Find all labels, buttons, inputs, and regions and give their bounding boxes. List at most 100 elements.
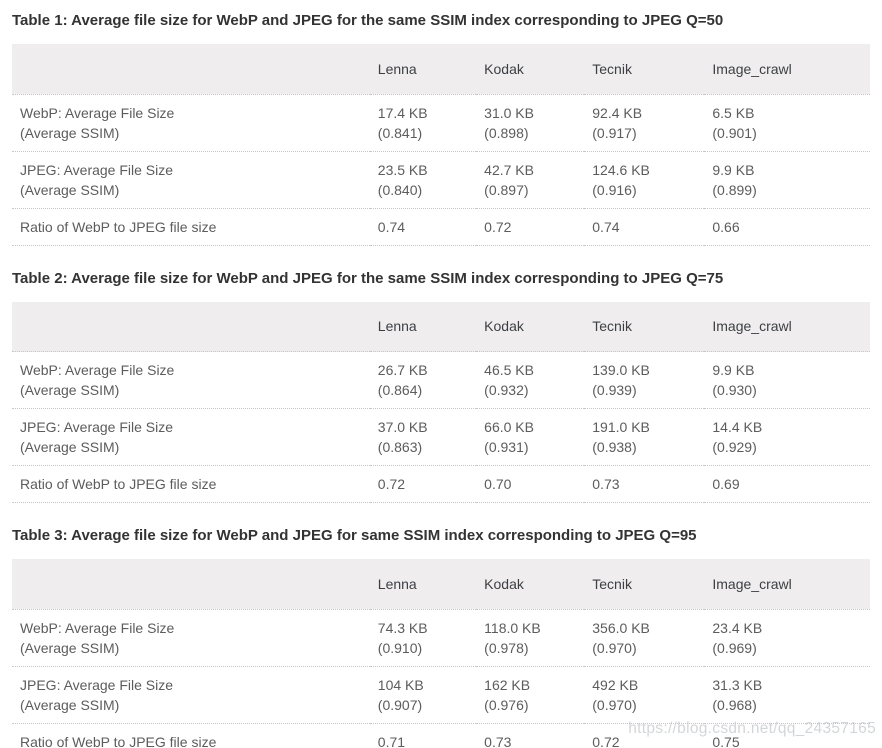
table-row: Ratio of WebP to JPEG file size 0.74 0.72 0…	[12, 207, 870, 246]
table-row: JPEG: Average File Size (Average SSIM) 104…	[12, 665, 870, 723]
value-line: (0.907)	[377, 696, 423, 713]
value-line: (0.898)	[484, 124, 529, 141]
value-line: 0.74	[592, 218, 620, 235]
column-header: Tecnik	[584, 559, 705, 609]
value-line: 0.72	[484, 218, 512, 235]
table-title: Table 2: Average file size for WebP and …	[12, 269, 724, 287]
value-cell: 0.70	[476, 465, 585, 503]
value-line: 37.0 KB	[377, 419, 428, 435]
value-cell: 6.5 KB (0.901)	[704, 93, 870, 151]
row-label-line: (Average SSIM)	[20, 124, 120, 141]
value-cell: 42.7 KB (0.897)	[476, 150, 585, 208]
table-section: Table 1: Average file size for WebP and …	[12, 12, 870, 246]
value-cell: 0.73	[584, 465, 705, 503]
row-label-line: WebP: Average File Size	[20, 104, 175, 121]
value-cell: 31.0 KB (0.898)	[476, 93, 585, 151]
value-cell: 0.74	[369, 207, 477, 246]
value-cell: 0.72	[584, 722, 705, 748]
tables-root: Table 1: Average file size for WebP and …	[12, 12, 870, 748]
value-line: 74.3 KB	[377, 619, 428, 636]
value-cell: 26.7 KB (0.864)	[369, 351, 477, 409]
value-line: (0.978)	[484, 639, 529, 656]
table-row: WebP: Average File Size (Average SSIM) 26.…	[12, 351, 870, 409]
column-header: Lenna	[369, 559, 477, 609]
row-label-line: JPEG: Average File Size	[20, 676, 174, 693]
column-header: Tecnik	[584, 44, 705, 94]
header-row: Lenna Kodak Tecnik Image_crawl	[12, 301, 870, 352]
value-line: 0.70	[484, 476, 512, 492]
value-line: 162 KB	[484, 676, 531, 693]
value-line: (0.929)	[712, 439, 757, 455]
column-header-empty	[12, 44, 370, 94]
row-label-line: JPEG: Average File Size	[20, 419, 174, 435]
value-line: 0.73	[484, 733, 512, 748]
row-label-line: (Average SSIM)	[20, 439, 120, 455]
value-cell: 17.4 KB (0.841)	[369, 93, 477, 151]
value-line: 26.7 KB	[377, 362, 428, 378]
row-label-line: Ratio of WebP to JPEG file size	[20, 476, 217, 492]
value-cell: 9.9 KB (0.899)	[704, 150, 870, 208]
value-line: (0.939)	[592, 382, 637, 398]
value-line: 23.5 KB	[377, 161, 428, 178]
value-cell: 46.5 KB (0.932)	[476, 351, 585, 409]
value-line: (0.910)	[377, 639, 423, 656]
value-line: (0.901)	[712, 124, 757, 141]
data-table: Lenna Kodak Tecnik Image_crawl WebP: Average…	[12, 559, 870, 748]
table-title: Table 3: Average file size for WebP and …	[12, 527, 697, 544]
row-label-line: (Average SSIM)	[20, 382, 120, 398]
value-cell: 124.6 KB (0.916)	[584, 150, 705, 208]
row-label-cell: JPEG: Average File Size (Average SSIM)	[12, 150, 370, 208]
value-cell: 0.72	[369, 465, 477, 503]
value-line: (0.841)	[377, 124, 423, 141]
row-label-cell: JPEG: Average File Size (Average SSIM)	[12, 665, 370, 723]
table-section: Table 2: Average file size for WebP and …	[12, 269, 870, 503]
value-cell: 492 KB (0.970)	[584, 665, 705, 723]
row-label-cell: JPEG: Average File Size (Average SSIM)	[12, 408, 370, 466]
row-label-line: JPEG: Average File Size	[20, 161, 174, 178]
table-row: Ratio of WebP to JPEG file size 0.72 0.70 0…	[12, 465, 870, 503]
value-line: 46.5 KB	[484, 362, 534, 378]
value-cell: 356.0 KB (0.970)	[584, 608, 705, 666]
value-line: 0.71	[377, 733, 406, 748]
column-header: Kodak	[476, 44, 585, 94]
value-line: 31.3 KB	[712, 676, 763, 693]
column-header-empty	[12, 301, 370, 352]
value-line: (0.970)	[592, 696, 637, 713]
row-label-line: WebP: Average File Size	[20, 619, 175, 636]
table-row: JPEG: Average File Size (Average SSIM) 23.…	[12, 150, 870, 208]
value-cell: 118.0 KB (0.978)	[476, 608, 585, 666]
table-section: Table 3: Average file size for WebP and …	[12, 527, 870, 748]
column-header: Lenna	[369, 44, 477, 94]
value-line: 492 KB	[592, 676, 639, 693]
value-line: (0.969)	[712, 639, 757, 656]
value-line: 0.75	[712, 733, 740, 748]
value-line: 0.69	[712, 476, 740, 492]
value-line: (0.938)	[592, 439, 637, 455]
value-cell: 104 KB (0.907)	[369, 665, 477, 723]
column-header: Image_crawl	[704, 301, 870, 352]
value-line: (0.930)	[712, 382, 757, 398]
value-cell: 0.69	[704, 465, 870, 503]
column-header-empty	[12, 559, 370, 609]
value-line: 42.7 KB	[484, 161, 534, 178]
value-line: (0.840)	[377, 181, 423, 198]
row-label-line: (Average SSIM)	[20, 639, 120, 656]
value-cell: 74.3 KB (0.910)	[369, 608, 477, 666]
value-line: 0.66	[712, 218, 740, 235]
value-cell: 9.9 KB (0.930)	[704, 351, 870, 409]
row-label-cell: Ratio of WebP to JPEG file size	[12, 465, 370, 503]
value-line: (0.897)	[484, 181, 529, 198]
value-cell: 23.4 KB (0.969)	[704, 608, 870, 666]
row-label-line: (Average SSIM)	[20, 696, 120, 713]
data-table: Lenna Kodak Tecnik Image_crawl WebP: Average…	[12, 44, 870, 246]
value-cell: 92.4 KB (0.917)	[584, 93, 705, 151]
value-cell: 0.75	[704, 722, 870, 748]
value-cell: 139.0 KB (0.939)	[584, 351, 705, 409]
value-cell: 23.5 KB (0.840)	[369, 150, 477, 208]
value-line: 0.72	[377, 476, 406, 492]
table-title: Table 1: Average file size for WebP and …	[12, 12, 724, 29]
column-header: Kodak	[476, 559, 585, 609]
value-line: 139.0 KB	[592, 362, 650, 378]
value-cell: 0.72	[476, 207, 585, 246]
